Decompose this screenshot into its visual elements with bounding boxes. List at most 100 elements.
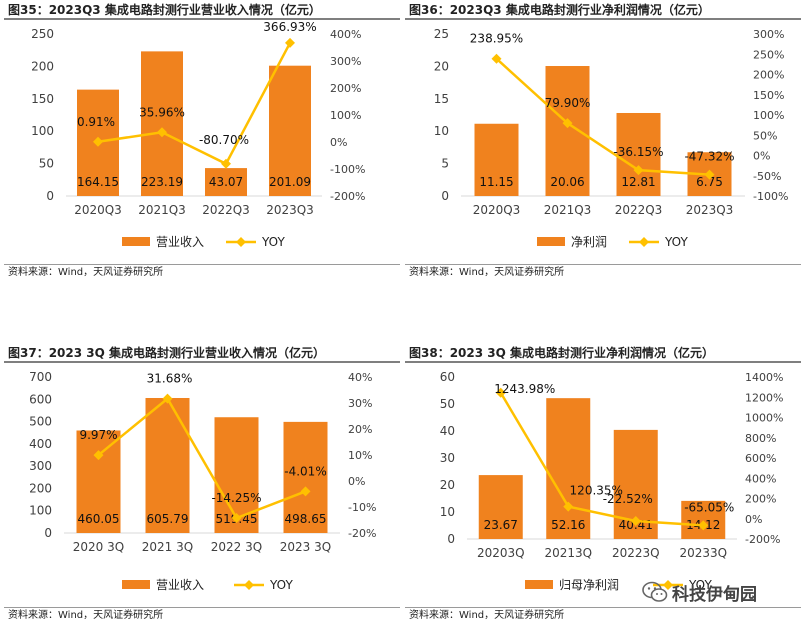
bar-value-label: 6.75 bbox=[696, 175, 723, 189]
y-tick-label: 20 bbox=[440, 478, 455, 492]
y-tick-label: 60 bbox=[440, 370, 455, 384]
bar bbox=[545, 66, 590, 196]
watermark: 科技伊甸园 bbox=[642, 579, 802, 605]
chart-title: 图35：2023Q3 集成电路封测行业营业收入情况（亿元） bbox=[4, 0, 400, 20]
y-tick-label: 20 bbox=[434, 59, 449, 73]
y2-tick-label: 1000% bbox=[745, 412, 783, 425]
chart-panel-36: 图36：2023Q3 集成电路封测行业净利润情况（亿元） 0 5 10 15 20 25 -… bbox=[405, 0, 801, 284]
legend-bar-swatch bbox=[122, 580, 150, 589]
y2-tick-label: 50% bbox=[753, 129, 777, 142]
bar bbox=[205, 168, 247, 196]
x-tick-label: 2020 3Q bbox=[73, 540, 124, 554]
bar bbox=[474, 123, 519, 196]
bar bbox=[283, 421, 328, 533]
y2-tick-label: 0% bbox=[745, 513, 762, 526]
bar-value-label: 23.67 bbox=[484, 518, 518, 532]
y2-tick-label: 200% bbox=[330, 82, 361, 95]
legend-bar-swatch bbox=[122, 237, 150, 246]
y2-tick-label: 20% bbox=[348, 423, 372, 436]
y2-tick-label: 300% bbox=[330, 55, 361, 68]
y2-tick-label: 800% bbox=[745, 432, 776, 445]
y-tick-label: 600 bbox=[29, 392, 52, 406]
y-tick-label: 700 bbox=[29, 370, 52, 384]
y-tick-label: 500 bbox=[29, 415, 52, 429]
yoy-marker bbox=[630, 516, 641, 527]
chart-35-svg: 0 50 100 150 200 250 -200% -100% 0% 100% 200% 300% 4… bbox=[31, 22, 365, 249]
yoy-marker bbox=[562, 118, 573, 129]
x-tick-label: 2022Q3 bbox=[615, 203, 663, 217]
y-tick-label: 10 bbox=[440, 505, 455, 519]
x-tick-label: 2023Q3 bbox=[266, 203, 314, 217]
y2-tick-label: 300% bbox=[753, 28, 784, 41]
y-tick-label: 250 bbox=[31, 27, 54, 41]
chart-panel-37: 图37：2023 3Q 集成电路封测行业营业收入情况（亿元） 0 100 200 30… bbox=[4, 343, 400, 627]
yoy-value-label: 1243.98% bbox=[494, 382, 555, 396]
y-tick-label: 0 bbox=[46, 189, 54, 203]
yoy-marker bbox=[698, 520, 709, 531]
y-tick-label: 0 bbox=[447, 532, 455, 546]
y-tick-label: 400 bbox=[29, 437, 52, 451]
chart-source: 资料来源：Wind，天风证券研究所 bbox=[4, 607, 400, 624]
watermark-text: 科技伊甸园 bbox=[672, 584, 757, 605]
y2-tick-label: 400% bbox=[745, 472, 776, 485]
bar-value-label: 498.65 bbox=[285, 512, 327, 526]
y-tick-label: 30 bbox=[440, 451, 455, 465]
legend-line-marker bbox=[244, 580, 254, 590]
y2-tick-label: 0% bbox=[330, 136, 347, 149]
y2-tick-label: 30% bbox=[348, 397, 372, 410]
bar-value-label: 605.79 bbox=[147, 512, 189, 526]
x-tick-label: 2020Q3 bbox=[473, 203, 521, 217]
yoy-marker bbox=[563, 501, 574, 512]
y-tick-label: 150 bbox=[31, 92, 54, 106]
y-tick-label: 15 bbox=[434, 92, 449, 106]
bar bbox=[269, 65, 311, 196]
bar bbox=[478, 475, 523, 539]
bar bbox=[681, 500, 726, 539]
legend-bar-swatch bbox=[525, 580, 553, 589]
yoy-value-label: -14.25% bbox=[211, 491, 261, 505]
legend-line-label: YOY bbox=[664, 235, 688, 249]
x-tick-label: 2023Q3 bbox=[686, 203, 734, 217]
y2-tick-label: 100% bbox=[753, 109, 784, 122]
y-tick-label: 100 bbox=[31, 124, 54, 138]
y2-tick-label: -100% bbox=[330, 163, 365, 176]
chart-source: 资料来源：Wind，天风证券研究所 bbox=[4, 264, 400, 281]
yoy-marker bbox=[285, 37, 295, 48]
bar bbox=[546, 398, 591, 539]
x-tick-label: 2021Q3 bbox=[138, 203, 186, 217]
chart-37-svg: 0 100 200 300 400 500 600 700 -20% -10% 0% 10% 20% 30… bbox=[29, 370, 376, 592]
yoy-marker bbox=[495, 387, 506, 398]
legend-bar-swatch bbox=[537, 237, 565, 246]
x-tick-label: 2022 3Q bbox=[211, 540, 262, 554]
y2-tick-label: -50% bbox=[753, 170, 781, 183]
y-tick-label: 50 bbox=[440, 397, 455, 411]
legend-line-marker bbox=[663, 580, 673, 590]
x-tick-label: 20203Q bbox=[477, 546, 525, 560]
chart-title: 图37：2023 3Q 集成电路封测行业营业收入情况（亿元） bbox=[4, 343, 400, 363]
chart-title: 图36：2023Q3 集成电路封测行业净利润情况（亿元） bbox=[405, 0, 801, 20]
chart-panel-35: 图35：2023Q3 集成电路封测行业营业收入情况（亿元） 0 50 100 150 2… bbox=[4, 0, 400, 284]
y2-tick-label: 0% bbox=[753, 150, 770, 163]
yoy-marker bbox=[162, 393, 173, 404]
x-tick-label: 2022Q3 bbox=[202, 203, 250, 217]
y2-tick-label: 200% bbox=[745, 493, 776, 506]
bar-value-label: 11.15 bbox=[479, 175, 513, 189]
x-tick-label: 20223Q bbox=[612, 546, 660, 560]
x-tick-label: 2021 3Q bbox=[142, 540, 193, 554]
y-tick-label: 25 bbox=[434, 27, 449, 41]
yoy-value-label: -36.15% bbox=[613, 145, 663, 159]
yoy-marker bbox=[93, 450, 104, 461]
y-tick-label: 100 bbox=[29, 504, 52, 518]
bar bbox=[616, 112, 661, 196]
y-tick-label: 5 bbox=[441, 157, 449, 171]
chart-38-svg: 0 10 20 30 40 50 60 -200% 0% 200% 400% 600% 800% 1000… bbox=[440, 370, 784, 592]
yoy-value-label: 0.91% bbox=[77, 115, 115, 129]
legend-line-label: YOY bbox=[688, 578, 712, 592]
y-tick-label: 50 bbox=[39, 157, 54, 171]
y2-tick-label: -200% bbox=[330, 190, 365, 203]
yoy-line bbox=[499, 392, 704, 527]
legend-bar-label: 净利润 bbox=[571, 235, 607, 249]
legend-bar-label: 归母净利润 bbox=[559, 578, 619, 592]
chart-source: 资料来源：Wind，天风证券研究所 bbox=[405, 607, 801, 624]
bar bbox=[76, 430, 121, 533]
